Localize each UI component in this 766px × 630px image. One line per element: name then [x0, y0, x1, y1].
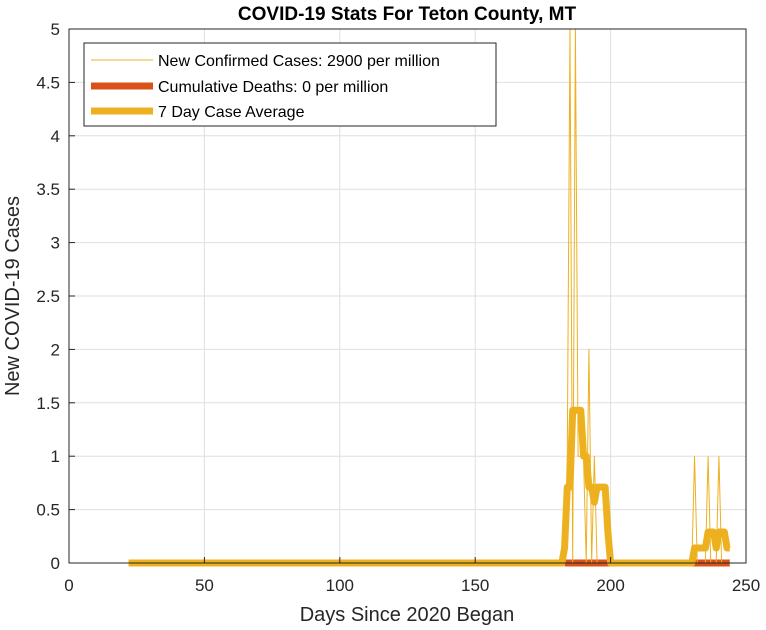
y-tick-label: 1: [51, 447, 60, 466]
legend-label-average: 7 Day Case Average: [158, 104, 305, 121]
y-tick-label: 4: [51, 127, 60, 146]
tick-layer: 0 50 100 150 200 250 0 0.5 1 1.5 2 2.5 3 3.5 4 4.5 5: [36, 20, 760, 595]
x-tick-label: 50: [195, 576, 214, 595]
y-tick-label: 3.5: [36, 180, 60, 199]
x-axis-title: Days Since 2020 Began: [300, 604, 515, 626]
legend-label-new-cases: New Confirmed Cases: 2900 per million: [158, 53, 440, 70]
y-tick-label: 0.5: [36, 501, 60, 520]
y-tick-label: 4.5: [36, 73, 60, 92]
chart-title: COVID-19 Stats For Teton County, MT: [238, 4, 577, 25]
x-tick-label: 200: [596, 576, 624, 595]
y-axis-title: New COVID-19 Cases: [2, 196, 24, 396]
y-tick-label: 0: [51, 554, 60, 573]
legend: New Confirmed Cases: 2900 per million Cu…: [83, 42, 497, 127]
y-tick-label: 5: [51, 20, 60, 39]
x-tick-label: 100: [326, 576, 354, 595]
x-tick-label: 0: [64, 576, 73, 595]
x-tick-label: 150: [461, 576, 489, 595]
x-tick-label: 250: [732, 576, 760, 595]
y-tick-label: 2.5: [36, 287, 60, 306]
legend-label-deaths: Cumulative Deaths: 0 per million: [158, 79, 388, 96]
y-tick-label: 3: [51, 234, 60, 253]
series-line-2: [128, 406, 731, 567]
y-tick-label: 2: [51, 340, 60, 359]
y-tick-label: 1.5: [36, 394, 60, 413]
